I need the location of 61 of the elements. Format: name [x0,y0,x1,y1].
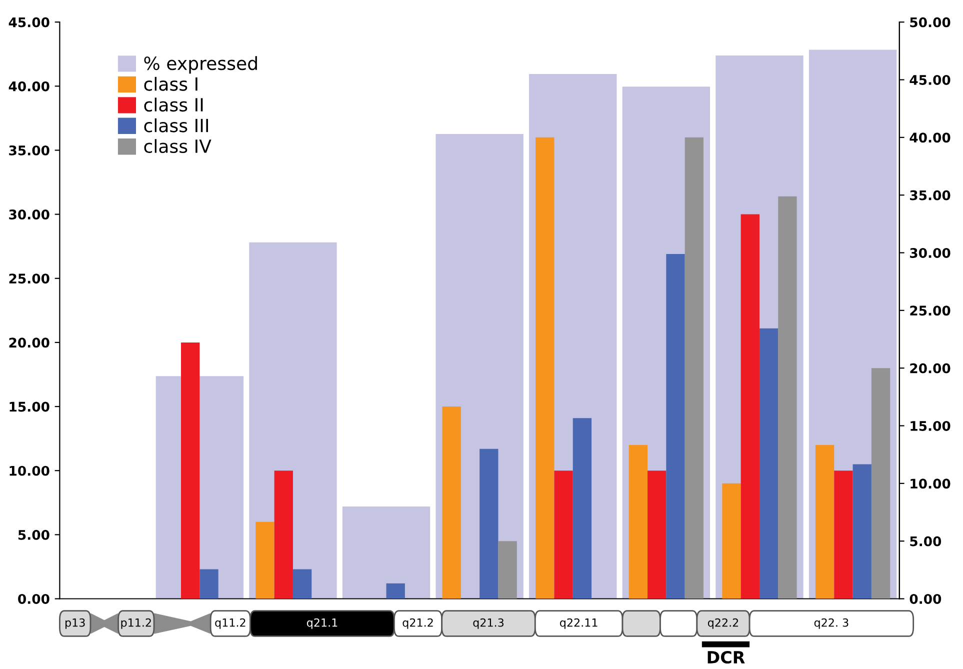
text: q22.2 [708,618,738,629]
y-tick-label: 45.00 [8,17,50,28]
text: DCR [708,650,745,664]
y-tick-label: 30.00 [9,210,50,220]
text: p11.2 [121,618,151,629]
y-tick-label: 0.00 [18,594,50,604]
bar [815,444,834,599]
text: q22.11 [560,618,598,629]
bar [536,137,554,599]
bar [386,583,405,599]
bar [722,483,741,599]
y2-tick-label: 15.00 [910,420,950,431]
bar [666,254,685,599]
y-tick-label: 5.00 [18,530,50,540]
legend-label: class II [144,98,203,112]
bar [834,470,853,599]
y-tick-label: 35.00 [9,145,50,156]
y2-tick-label: 35.00 [910,190,950,200]
bar [554,470,573,599]
text: q22. 3 [814,618,848,629]
legend-label: class I [144,76,198,91]
bar [852,464,872,599]
y2-tick-label: 45.00 [910,74,950,85]
y-tick-label: 15.00 [10,402,50,412]
text: q21.2 [402,618,433,629]
bar [628,444,648,599]
text: q11.2 [215,618,246,629]
bar [572,418,592,599]
bar [480,448,498,599]
bar [181,342,200,599]
y2-tick-label: 25.00 [910,306,950,316]
legend-label: class III [144,118,208,132]
y2-tick-label: 30.00 [910,248,950,258]
y-tick-label: 20.00 [9,338,50,348]
bar [342,506,430,599]
bar [871,368,890,599]
bar [292,569,312,599]
text: q21.1 [306,618,338,629]
text: q21.3 [473,618,504,629]
bar [442,406,461,599]
text: p13 [66,618,85,629]
y2-tick-label: 40.00 [910,132,950,143]
y2-tick-label: 10.00 [910,478,950,489]
y-tick-label: 10.00 [10,466,50,476]
bar [274,470,293,599]
bar [759,328,778,599]
bar [648,470,666,599]
y2-tick-label: 0.00 [910,594,942,604]
y2-tick-label: 50.00 [910,17,950,28]
bar [778,196,797,599]
bar [256,522,274,599]
legend-label: % expressed [144,56,257,74]
bar [498,541,517,599]
legend-label: class IV [144,139,212,154]
y2-tick-label: 20.00 [910,363,950,374]
bar [740,214,760,599]
bar [684,137,704,599]
y-tick-label: 25.00 [9,274,50,284]
y-tick-label: 40.00 [8,81,50,92]
bar [200,569,218,599]
y2-tick-label: 5.00 [910,536,942,546]
